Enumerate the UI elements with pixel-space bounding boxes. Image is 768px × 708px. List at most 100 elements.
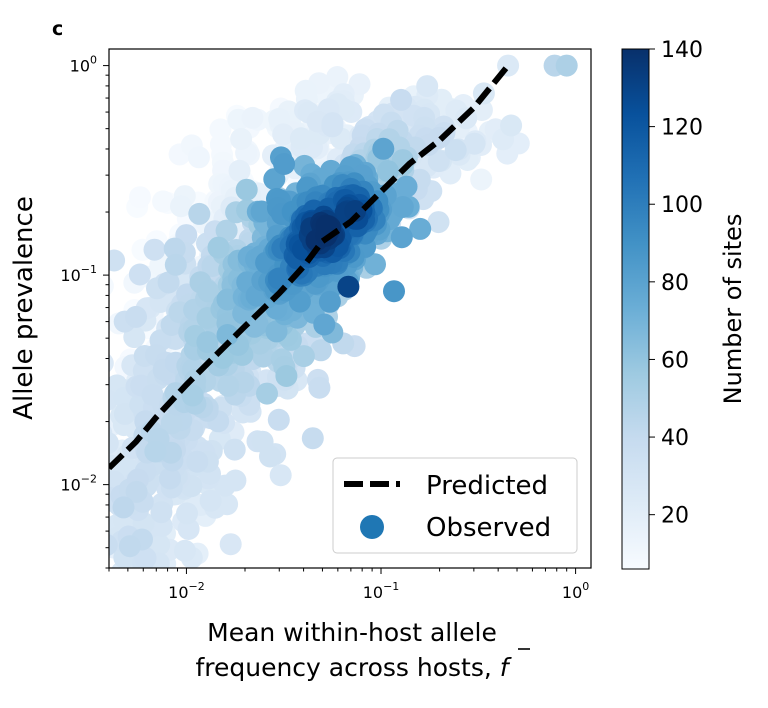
observed-point [129,186,151,209]
observed-point [86,541,108,563]
predicted-line [109,63,511,471]
observed-point [230,128,253,150]
observed-point [364,253,386,276]
observed-point [49,544,71,566]
observed-point [80,520,102,542]
observed-point [289,127,312,150]
observed-point [470,168,493,191]
observed-point [500,114,523,137]
observed-point [152,190,175,213]
observed-point [390,88,413,111]
x-tick-label: 100 [562,580,589,602]
x-axis-label-line2: frequency across hosts, f [195,653,511,682]
observed-point [67,402,89,424]
observed-point [308,376,331,399]
observed-point [416,75,439,98]
observed-point [52,533,74,555]
observed-point [84,492,106,514]
colorbar-ticks: 20 40 60 80 100 120 140 [649,38,703,529]
observed-point [159,467,181,490]
observed-point [109,406,110,416]
observed-point [216,324,239,346]
legend: Predicted Observed [332,457,578,554]
observed-point [80,523,102,545]
observed-point [109,354,114,373]
observed-point [207,236,230,259]
observed-point [309,339,332,362]
observed-point [163,237,186,260]
observed-point [209,118,232,141]
observed-point [256,382,278,405]
observed-point [215,219,238,242]
observed-point [142,601,164,623]
observed-point [109,539,110,548]
observed-point [197,280,220,303]
observed-point [199,489,222,512]
observed-point [427,150,450,173]
y-axis: 10−2 10−1 100 [60,54,109,569]
colorbar-tick-label: 40 [661,426,689,451]
observed-point [326,66,349,88]
observed-point [444,139,467,162]
observed-point [223,438,246,461]
observed-point [216,288,239,311]
y-axis-label: Allele prevalence [9,196,39,420]
observed-point [265,320,288,343]
observed-point [235,178,258,201]
observed-point [176,502,198,525]
observed-point [390,226,413,249]
observed-point [46,524,68,546]
observed-point [348,73,371,96]
observed-point [143,238,166,261]
observed-point [383,280,405,303]
y-tick-label: 10−2 [60,473,97,495]
observed-point [267,267,290,290]
observed-point [313,313,336,336]
legend-predicted-label: Predicted [426,471,548,501]
observed-point [82,514,104,536]
x-axis-label-line1: Mean within-host allele [207,618,497,647]
observed-point [85,439,107,461]
legend-observed-label: Observed [426,513,551,543]
observed-point [275,365,298,387]
observed-point [217,374,240,397]
observed-point [337,275,360,298]
x-tick-label: 10−1 [363,580,400,602]
y-tick-label: 100 [70,54,97,76]
x-tick-label: 10−2 [168,580,205,602]
panel-label: c [52,18,63,40]
observed-point [125,480,148,503]
observed-point [112,496,135,519]
observed-point [109,448,112,464]
colorbar-tick-label: 120 [661,116,703,141]
observed-point [427,211,450,234]
observed-point [125,305,147,328]
observed-point [160,412,183,435]
observed-point [372,137,395,160]
colorbar-tick-label: 20 [661,504,689,529]
observed-point [170,195,192,218]
observed-point [109,432,119,454]
observed-point [292,345,315,368]
f-bar-symbol: f [500,653,512,682]
legend-box [332,457,578,554]
colorbar [621,48,650,570]
observed-point [294,79,317,102]
observed-point [109,276,114,296]
observed-point [144,440,167,463]
observed-point [173,539,196,562]
observed-point [84,441,106,463]
observed-point [344,200,367,222]
observed-point [267,408,290,431]
observed-point [318,290,341,313]
colorbar-tick-label: 80 [661,271,689,296]
observed-point [228,159,251,182]
observed-point [186,450,209,473]
observed-point [157,271,180,294]
x-axis: 10−2 10−1 100 [108,568,589,602]
observed-point [164,253,187,276]
observed-point [109,521,112,535]
observed-point [86,558,108,580]
